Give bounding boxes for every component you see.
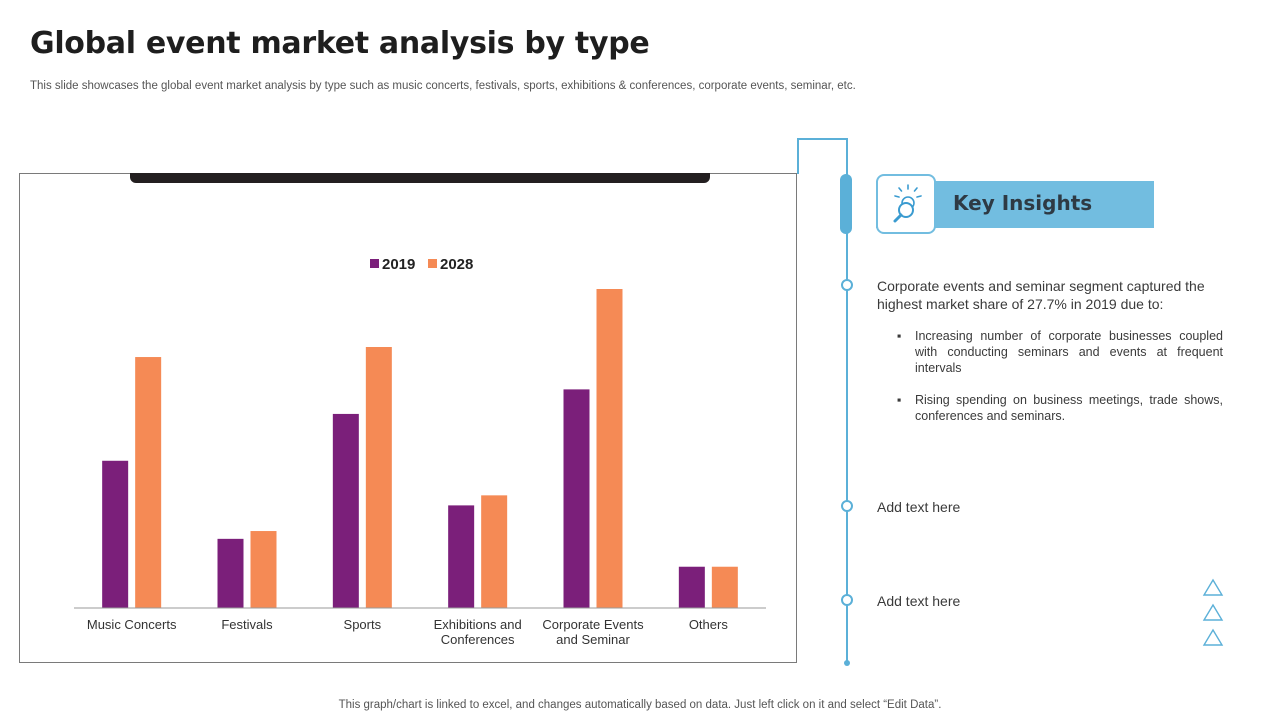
timeline-end-dot [844, 660, 850, 666]
x-tick-label: Others [689, 617, 729, 632]
bullet-marker: ▪ [897, 393, 902, 407]
decorative-triangles-icon [1202, 578, 1224, 646]
insight-point-1: Corporate events and seminar segment cap… [877, 278, 1205, 312]
insight-bullet-list: ▪ Increasing number of corporate business… [897, 328, 1223, 440]
insight-bullet: ▪ Rising spending on business meetings, t… [897, 393, 1223, 423]
x-tick-label: Sports [344, 617, 382, 632]
page-subtitle: This slide showcases the global event ma… [30, 80, 856, 92]
bar-2019 [217, 538, 244, 608]
legend-swatch [370, 259, 379, 268]
bar-2028 [481, 495, 508, 608]
timeline-dot-2 [841, 500, 853, 512]
bar-2019 [678, 566, 705, 608]
bar-2019 [448, 505, 475, 608]
x-tick-label: Corporate Events and Seminar [542, 617, 644, 647]
insights-title: Key Insights [953, 191, 1093, 215]
bullet-marker: ▪ [897, 329, 902, 343]
legend-label: 2019 [382, 256, 415, 273]
bar-2028 [135, 357, 162, 608]
timeline-rail [846, 138, 848, 664]
bar-2028 [711, 566, 738, 608]
insight-bullet: ▪ Increasing number of corporate business… [897, 329, 1223, 375]
footer-note: This graph/chart is linked to excel, and… [338, 699, 942, 711]
legend-swatch [428, 259, 437, 268]
bar-2019 [102, 460, 129, 608]
insight-point-3[interactable]: Add text here [877, 593, 961, 609]
bar-2019 [563, 389, 590, 608]
chart-frame-topbar [130, 173, 710, 183]
bar-2019 [332, 413, 359, 608]
x-tick-label: Music Concerts [87, 617, 177, 632]
x-tick-label: Exhibitions and Conferences [434, 617, 522, 647]
x-tick-label: Festivals [221, 617, 273, 632]
timeline-dot-1 [841, 279, 853, 291]
insight-point-2[interactable]: Add text here [877, 499, 961, 515]
bar-2028 [596, 289, 623, 608]
timeline-connector [797, 138, 847, 174]
insights-tab [840, 174, 852, 234]
bar-2028 [250, 531, 277, 608]
bar-chart[interactable]: Music Concerts Festivals Sports Exhibitions… [0, 0, 800, 670]
page-title: Global event market analysis by type [30, 26, 650, 61]
legend-label: 2028 [440, 256, 473, 273]
bar-2028 [365, 347, 392, 608]
bulb-magnifier-icon [893, 184, 922, 223]
insights-icon-box [876, 174, 936, 234]
timeline-dot-3 [841, 594, 853, 606]
